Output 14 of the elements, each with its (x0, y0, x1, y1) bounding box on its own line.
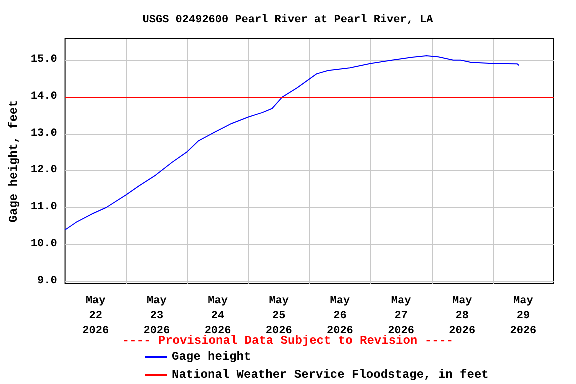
chart-title: USGS 02492600 Pearl River at Pearl River, LA (142, 14, 434, 26)
legend-label: National Weather Service Floodstage, in feet (172, 368, 489, 382)
x-tick-label: May 29 2026 (510, 296, 537, 338)
y-tick-label: 15.0 (30, 54, 58, 66)
line-series (64, 55, 520, 231)
y-tick-label: 13.0 (30, 128, 58, 140)
y-tick-label: 14.0 (30, 90, 58, 103)
x-tick-label: May 22 2026 (82, 296, 110, 338)
y-tick-label: 10.0 (30, 238, 58, 251)
legend-label: Gage height (172, 350, 252, 364)
y-axis-title: Gage height, feet (7, 100, 21, 223)
y-tick-label: 11.0 (30, 202, 58, 214)
y-tick-label: 9.0 (37, 275, 58, 288)
y-tick-label: 12.0 (30, 164, 58, 177)
